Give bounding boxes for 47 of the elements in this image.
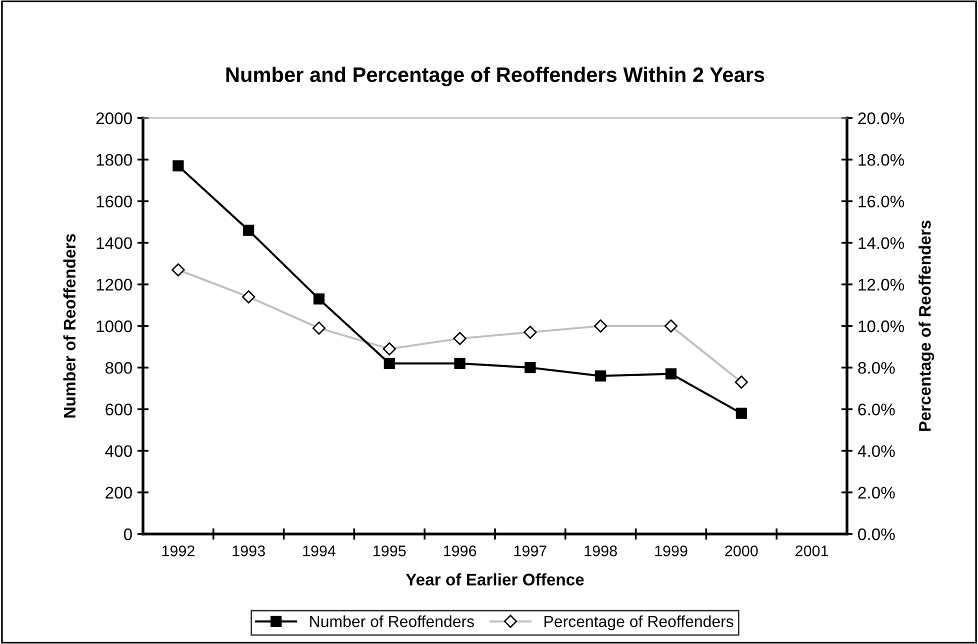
y2-tick-label: 20.0% [858, 112, 904, 124]
x-tick-label: 1993 [232, 546, 265, 556]
x-axis-title: Year of Earlier Offence [406, 573, 584, 586]
chart-title: Number and Percentage of Reoffenders Within 2 Years [226, 66, 764, 86]
y2-tick-label: 14.0% [858, 237, 904, 250]
point [172, 160, 184, 172]
legend-label: Number of Reoffenders [310, 615, 474, 628]
y2-tick-label: 16.0% [858, 196, 904, 208]
point [384, 358, 395, 369]
legend-label: Percentage of Reoffenders [544, 615, 734, 630]
y-tick-label: 1800 [96, 154, 132, 166]
y2-tick-label: 10.0% [858, 320, 904, 332]
x-tick-label: 1992 [162, 546, 194, 556]
y2-tick-label: 0.0% [858, 528, 895, 540]
x-tick-label: 1999 [655, 546, 688, 556]
x-tick-label: 1994 [303, 546, 336, 556]
y2-tick-label: 18.0% [858, 154, 904, 166]
y-tick-label: 1000 [96, 320, 132, 332]
y2-tick-label: 4.0% [858, 445, 895, 458]
point [665, 368, 677, 380]
point [595, 370, 606, 382]
y-tick-label: 1400 [96, 237, 132, 250]
y2-tick-label: 8.0% [858, 362, 895, 374]
x-tick-label: 1998 [584, 546, 617, 556]
y2-tick-label: 2.0% [858, 486, 895, 499]
y2-axis-title: Percentage of Reoffenders [918, 220, 934, 431]
point [736, 408, 747, 419]
y-tick-label: 200 [106, 486, 132, 499]
point [313, 293, 325, 305]
y-tick-label: 600 [106, 404, 132, 416]
x-tick-label: 1997 [514, 546, 546, 556]
x-tick-label: 1996 [444, 546, 476, 556]
x-tick-label: 2001 [796, 546, 828, 556]
y-axis-title: Number of Reoffenders [63, 234, 76, 418]
x-tick-label: 2000 [725, 546, 758, 556]
y2-tick-label: 6.0% [858, 404, 895, 416]
y-tick-label: 400 [105, 445, 132, 458]
point [454, 358, 466, 369]
point [524, 362, 536, 374]
y-tick-label: 1600 [96, 196, 132, 208]
y-tick-label: 0 [124, 528, 132, 540]
y-tick-label: 1200 [96, 278, 132, 291]
y2-tick-label: 12.0% [858, 278, 904, 291]
point [243, 224, 254, 236]
y-tick-label: 800 [106, 362, 132, 374]
y-tick-label: 2000 [96, 112, 132, 124]
x-tick-label: 1995 [374, 546, 406, 556]
